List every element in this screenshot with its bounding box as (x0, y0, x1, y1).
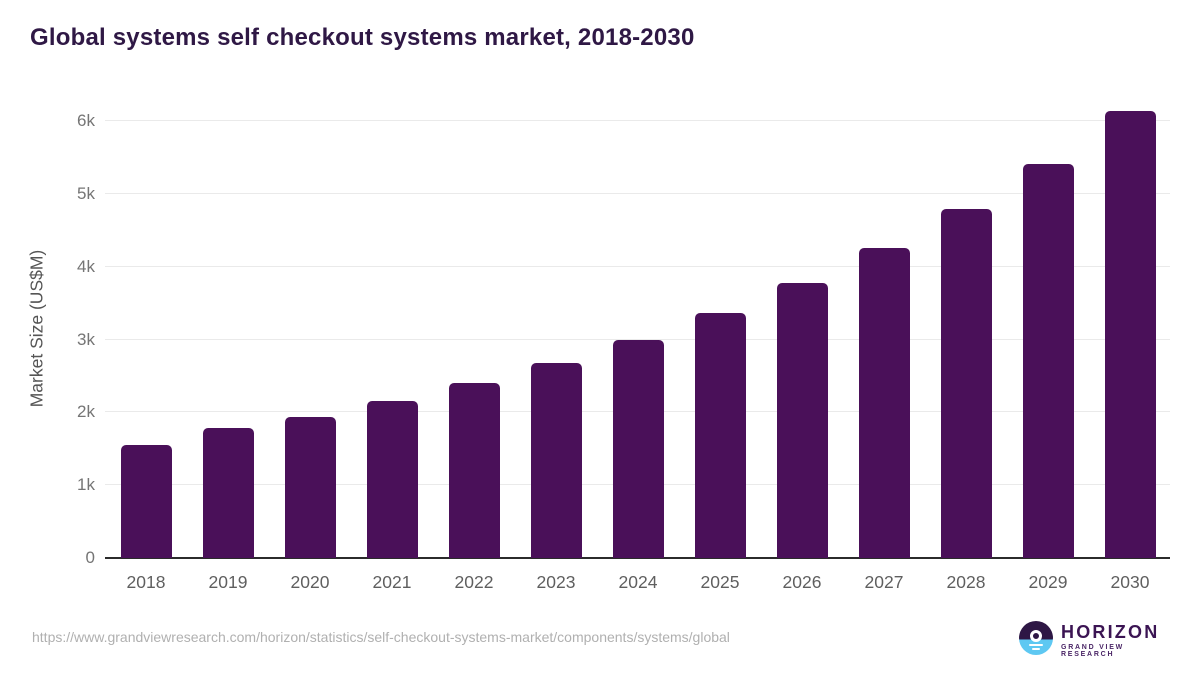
sun-icon (1030, 630, 1042, 642)
bar-2030 (1104, 111, 1156, 558)
wave-icon (1029, 643, 1043, 646)
horizon-logo-icon (1019, 621, 1053, 655)
bar-2028 (940, 208, 992, 558)
chart-title: Global systems self checkout systems mar… (30, 24, 695, 51)
x-tick-label: 2023 (536, 572, 576, 592)
x-axis-line (105, 557, 1170, 559)
y-tick-label: 0 (85, 548, 95, 567)
gridline (105, 193, 1170, 194)
x-tick-label: 2029 (1028, 572, 1068, 592)
bar-2021 (366, 401, 418, 558)
y-tick-label: 1k (77, 475, 95, 495)
bar-2024 (612, 339, 664, 558)
x-tick-label: 2021 (372, 572, 412, 592)
x-tick-label: 2020 (290, 572, 330, 592)
y-tick-label: 2k (77, 402, 95, 422)
bar-2018 (120, 445, 172, 558)
x-tick-label: 2022 (454, 572, 494, 592)
bar-2027 (858, 247, 910, 558)
plot-area (105, 98, 1170, 559)
gridline (105, 265, 1170, 267)
y-tick-label: 4k (77, 256, 95, 276)
bar-2023 (530, 362, 582, 558)
x-tick-label: 2028 (946, 572, 986, 592)
x-tick-label: 2030 (1110, 572, 1150, 592)
x-tick-label: 2025 (700, 572, 740, 592)
bar-2026 (776, 282, 828, 558)
gridline (105, 120, 1170, 122)
bar-2019 (202, 428, 254, 558)
x-tick-label: 2018 (126, 572, 166, 592)
brand-tagline: GRAND VIEW RESEARCH (1061, 644, 1124, 658)
x-tick-label: 2019 (208, 572, 248, 592)
horizon-logo: HORIZON GRAND VIEW RESEARCH (1019, 620, 1170, 659)
y-tick-label: 5k (77, 184, 95, 203)
x-tick-label: 2026 (782, 572, 822, 592)
bar-2020 (284, 416, 336, 558)
brand-name: HORIZON (1061, 622, 1160, 642)
bar-2022 (448, 383, 500, 558)
wave-icon (1032, 647, 1040, 650)
x-tick-label: 2027 (864, 572, 904, 592)
y-tick-label: 3k (77, 329, 95, 349)
bar-2025 (694, 313, 746, 558)
source-url: https://www.grandviewresearch.com/horizo… (32, 629, 730, 645)
gridline (105, 338, 1170, 340)
y-tick-label: 6k (77, 111, 95, 131)
logo-text: HORIZON GRAND VIEW RESEARCH (1061, 622, 1170, 659)
x-tick-label: 2024 (618, 572, 658, 592)
bar-2029 (1022, 164, 1074, 558)
